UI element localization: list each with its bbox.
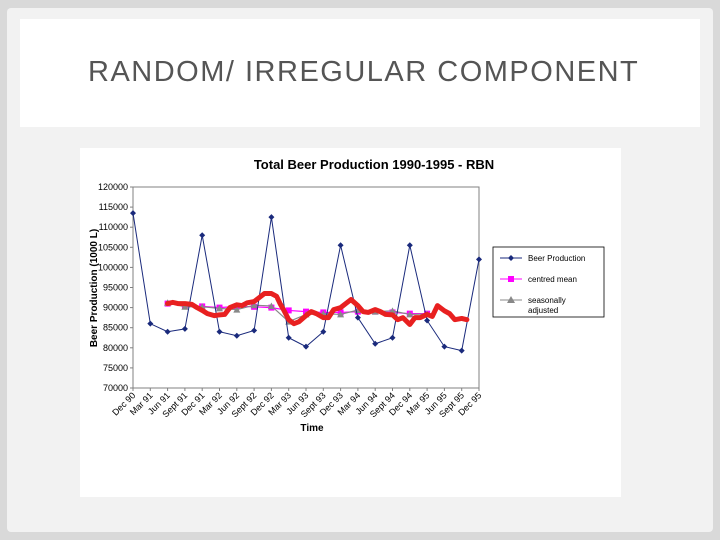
beer-production-point xyxy=(476,256,482,263)
beer-production-point xyxy=(372,340,379,347)
y-tick-label: 105000 xyxy=(98,242,128,252)
beer-production-point xyxy=(337,242,344,249)
y-tick-label: 80000 xyxy=(103,343,128,353)
seasonally-adjusted-point xyxy=(181,303,189,310)
beer-production-point xyxy=(251,327,258,334)
legend-seasonally-adjusted-label: seasonally adjusted xyxy=(528,296,568,315)
beer-production-point xyxy=(147,320,154,327)
beer-production-point xyxy=(320,328,327,335)
title-box xyxy=(22,21,698,125)
seasonally-adjusted-point xyxy=(216,304,223,312)
legend-seasonally-adjusted-marker xyxy=(507,296,515,303)
beer-production-point xyxy=(164,328,171,335)
legend-seasonally-adjusted-line-1: seasonally xyxy=(528,296,566,305)
beer-production-point xyxy=(424,317,431,324)
x-axis-label: Time xyxy=(300,423,324,434)
beer-production-point xyxy=(389,334,396,341)
y-tick-label: 70000 xyxy=(103,383,128,393)
beer-production-point xyxy=(130,210,136,217)
beer-production-point xyxy=(181,325,188,332)
beer-production-point xyxy=(406,242,413,249)
centred-mean-point xyxy=(285,307,292,314)
beer-production-point xyxy=(216,328,223,335)
legend: Beer Production centred mean seasonally … xyxy=(492,246,605,318)
y-axis-label: Beer Production (1000 L) xyxy=(89,229,100,347)
chart-title: Total Beer Production 1990-1995 - RBN xyxy=(254,157,494,172)
y-tick-label: 95000 xyxy=(103,283,128,293)
beer-production-point xyxy=(285,334,292,341)
y-tick-label: 100000 xyxy=(98,262,128,272)
beer-production-point xyxy=(268,214,275,221)
y-tick-label: 120000 xyxy=(98,182,128,192)
seasonally-adjusted-point xyxy=(406,310,414,318)
y-tick-label: 90000 xyxy=(103,303,128,313)
plot-area xyxy=(132,186,480,389)
y-tick-label: 110000 xyxy=(99,222,128,232)
beer-production-point xyxy=(458,347,465,354)
beer-production-chart: Total Beer Production 1990-1995 - RBN Be… xyxy=(89,157,605,434)
irregular-line xyxy=(165,291,470,327)
legend-production-marker xyxy=(508,255,514,261)
y-tick-label: 115000 xyxy=(99,202,128,212)
beer-production-point xyxy=(354,314,361,321)
seasonally-adjusted-point xyxy=(389,307,396,314)
y-tick-label: 85000 xyxy=(103,323,128,333)
seasonally-adjusted-point xyxy=(267,302,275,309)
series-layer xyxy=(130,210,482,354)
seasonally-adjusted-point xyxy=(337,310,345,318)
legend-seasonally-adjusted-line-2: adjusted xyxy=(528,306,558,315)
beer-production-point xyxy=(303,343,309,350)
legend-centred-mean-label: centred mean xyxy=(528,275,577,284)
y-tick-label: 75000 xyxy=(103,363,128,373)
seasonally-adjusted-point xyxy=(233,306,241,313)
y-ticks: 70000 75000 80000 85000 90000 95000 100000 1050… xyxy=(98,182,133,393)
legend-production-label: Beer Production xyxy=(528,254,585,263)
legend-centred-mean-marker xyxy=(508,276,514,282)
beer-production-point xyxy=(441,343,448,350)
seasonally-adjusted-point xyxy=(250,301,258,309)
chart-image: Total Beer Production 1990-1995 - RBN Be… xyxy=(80,148,621,497)
beer-production-point xyxy=(199,232,206,239)
slide-title: RANDOM/ IRREGULAR COMPONENT xyxy=(88,56,640,88)
beer-production-point xyxy=(233,332,240,339)
